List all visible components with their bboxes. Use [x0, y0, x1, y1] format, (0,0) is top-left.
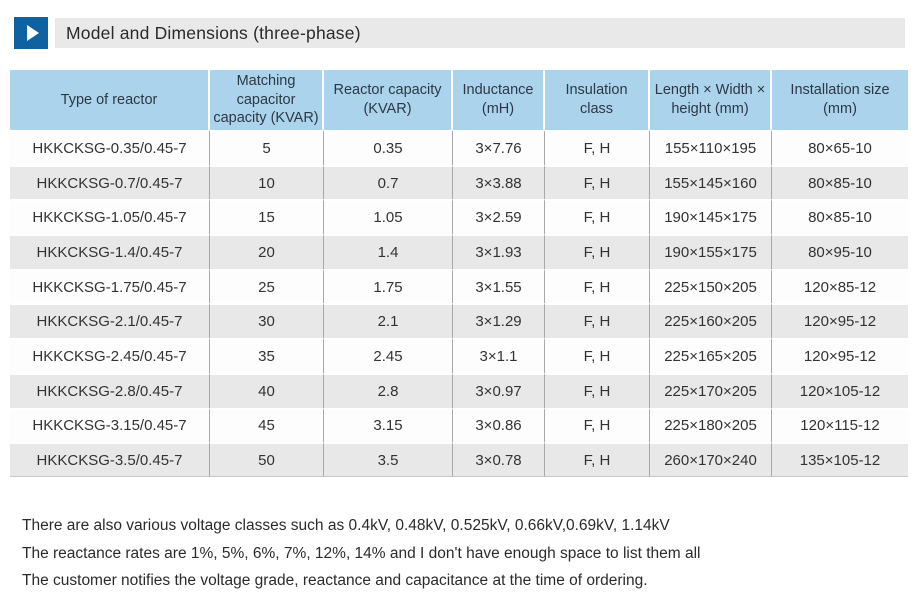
notes: There are also various voltage classes s…: [22, 512, 902, 595]
table-cell: F, H: [545, 338, 650, 373]
table-cell: F, H: [545, 234, 650, 269]
table-cell: 120×105-12: [772, 372, 908, 408]
table-cell: 225×165×205: [650, 338, 772, 373]
table-cell: F, H: [545, 130, 650, 165]
table-cell: HKKCKSG-2.45/0.45-7: [10, 338, 210, 373]
table-cell: 225×180×205: [650, 407, 772, 443]
table-cell: 2.1: [324, 303, 453, 339]
table-cell: 1.05: [324, 199, 453, 235]
table-cell: 1.75: [324, 268, 453, 304]
table-cell: 3×0.86: [453, 407, 545, 443]
table-cell: 80×95-10: [772, 234, 908, 269]
table-cell: F, H: [545, 199, 650, 235]
table-cell: F, H: [545, 164, 650, 200]
table-cell: 2.45: [324, 338, 453, 373]
table-cell: HKKCKSG-1.75/0.45-7: [10, 268, 210, 304]
dimensions-table: Type of reactor Matching capacitor capaci…: [10, 70, 908, 477]
table-cell: 135×105-12: [772, 442, 908, 477]
table-cell: F, H: [545, 407, 650, 443]
table-row: HKKCKSG-3.5/0.45-7 50 3.5 3×0.78 F, H 260×170…: [10, 442, 908, 477]
table-cell: 3×0.97: [453, 372, 545, 408]
table-cell: 155×110×195: [650, 130, 772, 165]
table-cell: 1.4: [324, 234, 453, 269]
table-cell: 120×95-12: [772, 303, 908, 339]
table-row: HKKCKSG-2.1/0.45-7 30 2.1 3×1.29 F, H 225×160…: [10, 303, 908, 339]
table-cell: 120×115-12: [772, 407, 908, 443]
table-cell: HKKCKSG-2.1/0.45-7: [10, 303, 210, 339]
table-cell: 3×1.1: [453, 338, 545, 373]
note-line: There are also various voltage classes s…: [22, 517, 670, 534]
table-cell: 190×145×175: [650, 199, 772, 235]
table-row: HKKCKSG-1.75/0.45-7 25 1.75 3×1.55 F, H 225×1…: [10, 268, 908, 304]
play-triangle-icon: [14, 17, 48, 49]
table-cell: F, H: [545, 303, 650, 339]
note-line: The customer notifies the voltage grade,…: [22, 572, 648, 590]
triangle-glyph: [26, 25, 39, 41]
table-cell: 3×1.55: [453, 268, 545, 304]
table-cell: 0.35: [324, 130, 453, 165]
table-row: HKKCKSG-3.15/0.45-7 45 3.15 3×0.86 F, H 225×1…: [10, 407, 908, 443]
column-header: Type of reactor: [10, 70, 210, 130]
table-cell: HKKCKSG-3.15/0.45-7: [10, 407, 210, 443]
table-cell: 225×150×205: [650, 268, 772, 304]
table-cell: 5: [210, 130, 324, 165]
table-cell: 3×7.76: [453, 130, 545, 165]
table-cell: HKKCKSG-1.05/0.45-7: [10, 199, 210, 235]
column-header: Insulation class: [545, 70, 650, 130]
table-cell: 40: [210, 372, 324, 408]
section-header: Model and Dimensions (three-phase): [14, 17, 905, 49]
table-row: HKKCKSG-1.05/0.45-7 15 1.05 3×2.59 F, H 190×1…: [10, 199, 908, 235]
table-cell: HKKCKSG-1.4/0.45-7: [10, 234, 210, 269]
table-cell: HKKCKSG-2.8/0.45-7: [10, 372, 210, 408]
table-cell: 3.5: [324, 442, 453, 477]
table-cell: F, H: [545, 372, 650, 408]
column-header: Reactor capacity (KVAR): [324, 70, 453, 130]
section-title: Model and Dimensions (three-phase): [55, 18, 905, 48]
table-row: HKKCKSG-2.45/0.45-7 35 2.45 3×1.1 F, H 225×16…: [10, 338, 908, 373]
table-cell: 20: [210, 234, 324, 269]
table-body: HKKCKSG-0.35/0.45-7 5 0.35 3×7.76 F, H 155×11…: [10, 130, 908, 477]
table-cell: 45: [210, 407, 324, 443]
table-cell: 225×160×205: [650, 303, 772, 339]
table-cell: F, H: [545, 268, 650, 304]
table-cell: 3.15: [324, 407, 453, 443]
table-cell: 80×65-10: [772, 130, 908, 165]
table-cell: HKKCKSG-0.7/0.45-7: [10, 164, 210, 200]
table-row: HKKCKSG-0.7/0.45-7 10 0.7 3×3.88 F, H 155×145…: [10, 164, 908, 200]
table-cell: 0.7: [324, 164, 453, 200]
table-cell: 120×95-12: [772, 338, 908, 373]
table-row: HKKCKSG-2.8/0.45-7 40 2.8 3×0.97 F, H 225×170…: [10, 372, 908, 408]
table-cell: 3×2.59: [453, 199, 545, 235]
table-cell: HKKCKSG-3.5/0.45-7: [10, 442, 210, 477]
column-header: Inductance (mH): [453, 70, 545, 130]
table-cell: 225×170×205: [650, 372, 772, 408]
table-row: HKKCKSG-1.4/0.45-7 20 1.4 3×1.93 F, H 190×155…: [10, 234, 908, 269]
table-cell: 25: [210, 268, 324, 304]
table-cell: 3×1.29: [453, 303, 545, 339]
table-cell: 80×85-10: [772, 199, 908, 235]
table-cell: 15: [210, 199, 324, 235]
table-cell: 10: [210, 164, 324, 200]
table-cell: 155×145×160: [650, 164, 772, 200]
table-cell: 30: [210, 303, 324, 339]
table-row: HKKCKSG-0.35/0.45-7 5 0.35 3×7.76 F, H 155×11…: [10, 130, 908, 165]
table-cell: F, H: [545, 442, 650, 477]
column-header: Length × Width × height (mm): [650, 70, 772, 130]
table-cell: 260×170×240: [650, 442, 772, 477]
table-cell: 190×155×175: [650, 234, 772, 269]
table-cell: 3×1.93: [453, 234, 545, 269]
table-cell: 120×85-12: [772, 268, 908, 304]
table-header-row: Type of reactor Matching capacitor capaci…: [10, 70, 908, 130]
column-header: Installation size (mm): [772, 70, 908, 130]
table-cell: HKKCKSG-0.35/0.45-7: [10, 130, 210, 165]
table-cell: 35: [210, 338, 324, 373]
column-header: Matching capacitor capacity (KVAR): [210, 70, 324, 130]
note-line: The reactance rates are 1%, 5%, 6%, 7%, …: [22, 544, 701, 562]
table-cell: 3×0.78: [453, 442, 545, 477]
table-cell: 2.8: [324, 372, 453, 408]
table-cell: 3×3.88: [453, 164, 545, 200]
table-cell: 50: [210, 442, 324, 477]
table-cell: 80×85-10: [772, 164, 908, 200]
